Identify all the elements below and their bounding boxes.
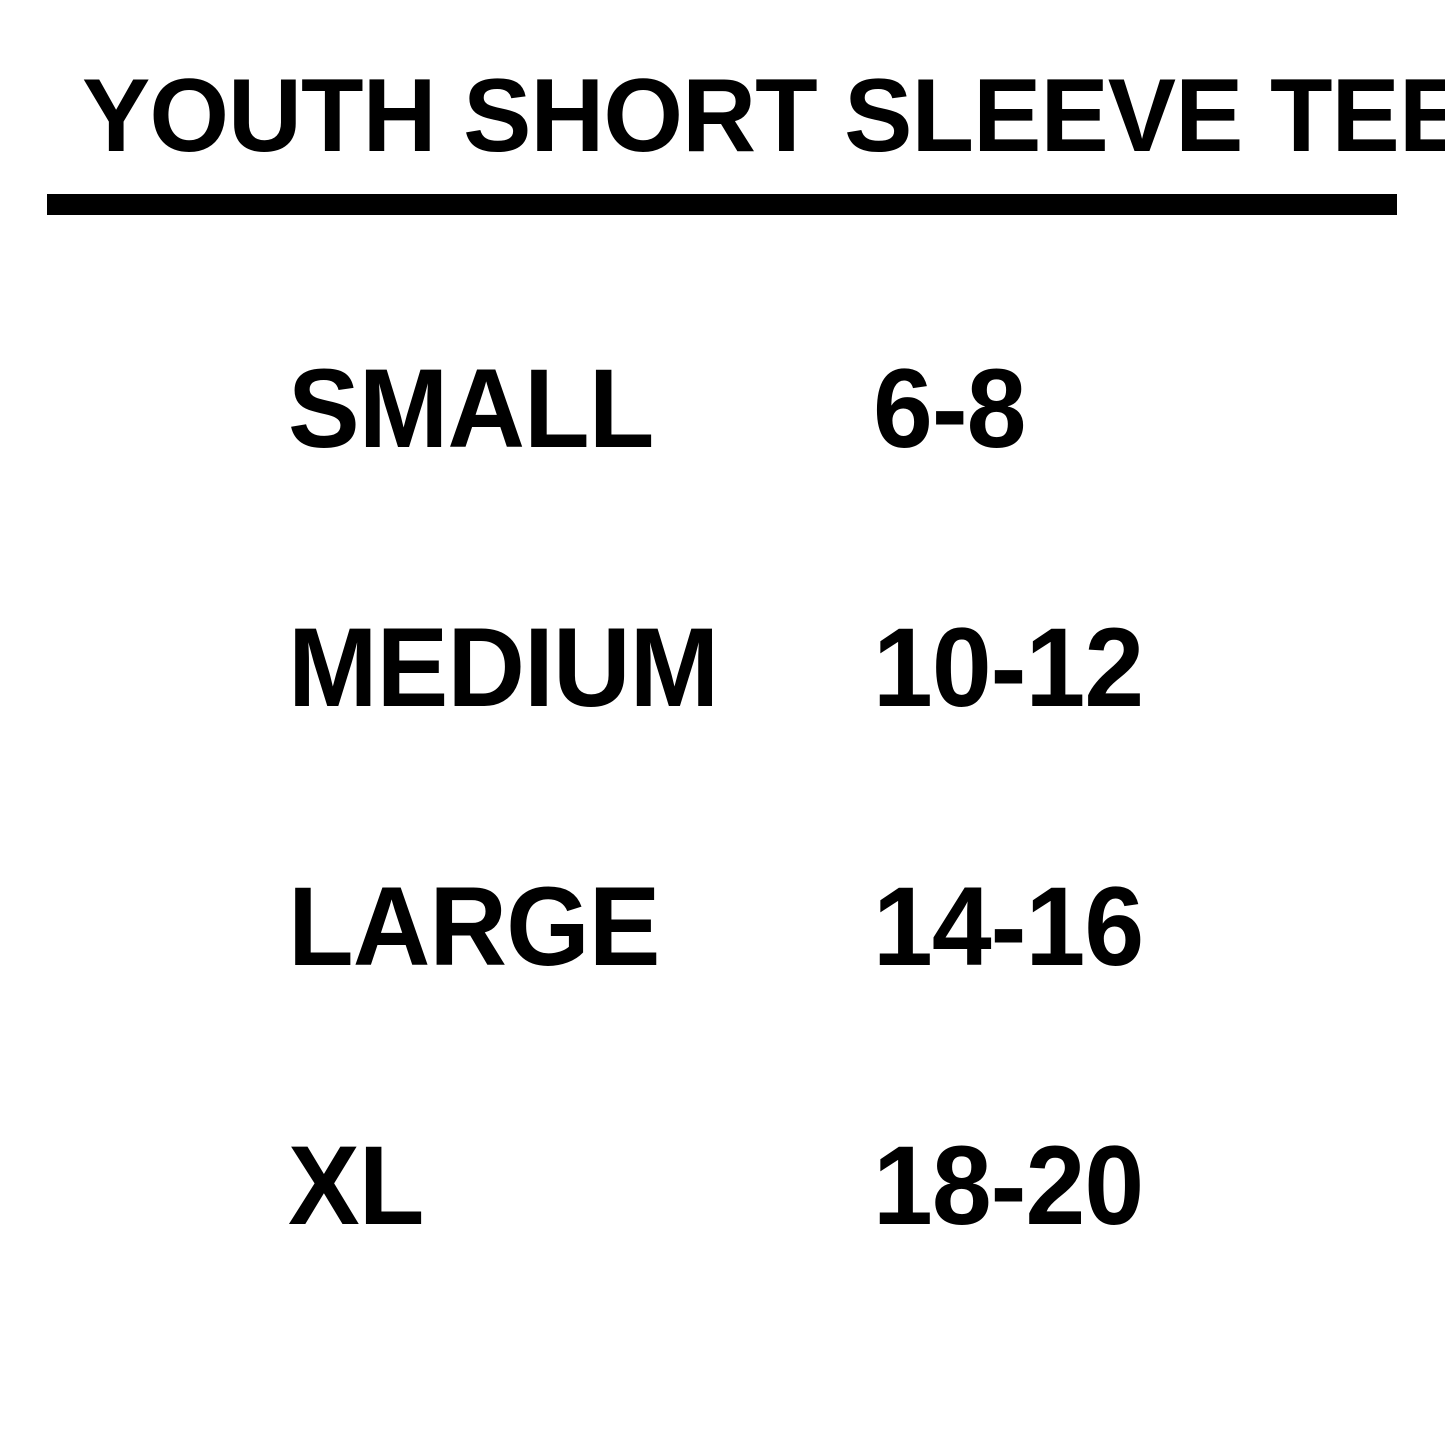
- page-title: YOUTH SHORT SLEEVE TEES: [82, 58, 1445, 174]
- table-row: MEDIUM 10-12: [0, 605, 1445, 730]
- age-range-value: 10-12: [873, 605, 1144, 730]
- title-divider-rule: [47, 194, 1397, 215]
- age-range-value: 14-16: [873, 864, 1144, 989]
- age-range-value: 18-20: [873, 1123, 1144, 1248]
- table-row: LARGE 14-16: [0, 864, 1445, 989]
- chart-header: YOUTH SHORT SLEEVE TEES: [0, 0, 1445, 216]
- size-label: SMALL: [288, 346, 654, 471]
- size-label: LARGE: [288, 864, 660, 989]
- table-row: SMALL 6-8: [0, 346, 1445, 471]
- size-label: XL: [288, 1123, 424, 1248]
- table-row: XL 18-20: [0, 1123, 1445, 1248]
- size-table: SMALL 6-8 MEDIUM 10-12 LARGE 14-16 XL 18…: [0, 216, 1445, 1242]
- size-label: MEDIUM: [288, 605, 719, 730]
- age-range-value: 6-8: [873, 346, 1026, 471]
